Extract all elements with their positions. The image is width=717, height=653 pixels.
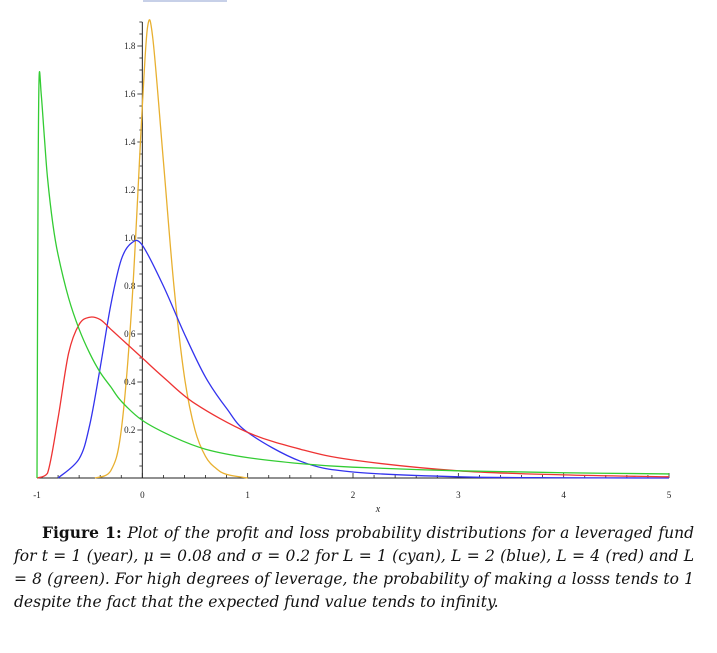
y-tick-label: 1.6 [124,89,136,99]
page-top-rule [143,0,227,2]
series-line-L1 [94,19,248,479]
chart-axes: -1 0 1 2 3 4 50.20.40.60.81.01.21.41.61.8 [33,21,672,500]
x-tick-label: 3 [456,490,461,500]
y-tick-label: 1.0 [124,233,136,243]
y-tick-label: 1.2 [124,185,135,195]
x-tick-label: -1 [33,490,41,500]
x-tick-label: 1 [245,490,250,500]
y-tick-label: 1.4 [124,137,136,147]
x-tick-label: 2 [351,490,356,500]
y-tick-label: 0.8 [124,281,136,291]
series-line-L4 [36,316,670,479]
y-tick-label: 0.2 [124,425,135,435]
series-line-L8 [36,71,670,479]
y-tick-label: 1.8 [124,41,136,51]
x-axis-label: x [375,504,381,515]
figure-label: Figure 1: [42,523,122,542]
caption-text: Plot of the profit and loss probability … [14,524,695,611]
x-tick-label: 0 [140,490,145,500]
x-tick-label: 5 [667,490,672,500]
y-tick-label: 0.4 [124,377,136,387]
series-line-L2 [57,239,670,479]
pnl-distribution-chart: -1 0 1 2 3 4 50.20.40.60.81.01.21.41.61.8 x [33,19,672,515]
chart-curves [36,19,670,479]
x-tick-label: 4 [561,490,566,500]
figure-caption: Figure 1: Plot of the profit and loss pr… [14,521,694,614]
